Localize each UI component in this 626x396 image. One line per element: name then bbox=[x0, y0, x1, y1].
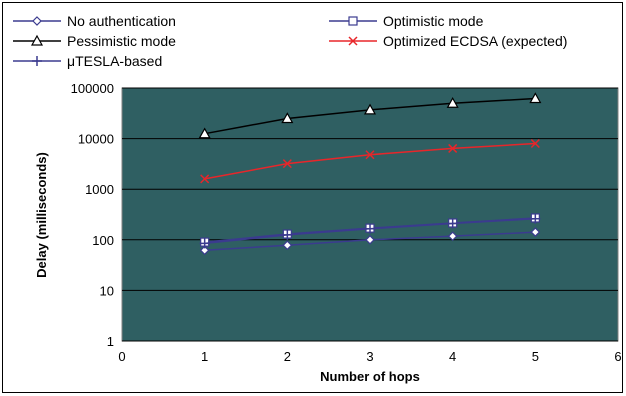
data-point bbox=[30, 34, 44, 46]
data-point bbox=[32, 56, 42, 66]
data-point bbox=[529, 92, 542, 104]
data-point bbox=[198, 127, 211, 139]
x-axis-title: Number of hops bbox=[320, 369, 420, 384]
x-tick-label: 0 bbox=[118, 349, 125, 364]
legend-label: Optimistic mode bbox=[383, 13, 484, 29]
data-point bbox=[348, 36, 358, 46]
data-point bbox=[530, 138, 540, 149]
legend: No authentication Optimistic mode Pessimis… bbox=[13, 13, 567, 69]
legend-item: Optimized ECDSA (expected) bbox=[329, 33, 567, 49]
y-tick-label: 100 bbox=[92, 233, 114, 248]
data-point bbox=[281, 112, 294, 124]
data-point bbox=[199, 245, 210, 256]
legend-item: μTESLA-based bbox=[13, 53, 162, 69]
x-tick-label: 2 bbox=[284, 349, 291, 364]
x-tick-label: 5 bbox=[532, 349, 539, 364]
data-point bbox=[530, 213, 541, 224]
data-point bbox=[200, 174, 210, 184]
data-point bbox=[447, 218, 458, 229]
y-tick-label: 100000 bbox=[71, 81, 114, 96]
x-tick-label: 4 bbox=[449, 349, 456, 364]
data-point bbox=[282, 240, 293, 251]
legend-item: No authentication bbox=[13, 13, 176, 29]
data-point bbox=[282, 229, 293, 240]
legend-label: μTESLA-based bbox=[67, 53, 162, 69]
series-2 bbox=[198, 92, 542, 139]
legend-label: No authentication bbox=[67, 13, 176, 29]
y-axis-title: Delay (milliseconds) bbox=[34, 152, 49, 278]
data-point bbox=[365, 234, 375, 245]
data-point bbox=[365, 150, 375, 160]
legend-item: Optimistic mode bbox=[329, 13, 484, 29]
data-point bbox=[282, 159, 292, 169]
data-point bbox=[448, 143, 458, 153]
chart-frame: No authentication Optimistic mode Pessimis… bbox=[2, 2, 623, 393]
y-tick-label: 10000 bbox=[78, 132, 114, 147]
plot-area bbox=[121, 87, 619, 342]
data-point bbox=[348, 16, 358, 26]
series-layer bbox=[198, 92, 542, 256]
x-tick-label: 1 bbox=[201, 349, 208, 364]
data-point bbox=[446, 96, 459, 108]
series-3 bbox=[200, 138, 540, 184]
y-tick-label: 10 bbox=[100, 283, 114, 298]
data-point bbox=[32, 16, 42, 26]
data-point bbox=[530, 227, 541, 237]
x-tick-label: 3 bbox=[366, 349, 373, 364]
data-point bbox=[199, 238, 210, 249]
y-tick-label: 1 bbox=[107, 334, 114, 349]
legend-item: Pessimistic mode bbox=[13, 33, 176, 49]
legend-label: Pessimistic mode bbox=[67, 33, 176, 49]
data-point bbox=[365, 223, 375, 234]
data-point bbox=[447, 231, 458, 242]
y-tick-label: 1000 bbox=[85, 182, 114, 197]
legend-label: Optimized ECDSA (expected) bbox=[383, 33, 567, 49]
series-4 bbox=[199, 213, 541, 249]
chart-svg: No authentication Optimistic mode Pessimis… bbox=[13, 13, 622, 384]
x-tick-label: 6 bbox=[614, 349, 621, 364]
data-point bbox=[363, 103, 377, 115]
series-0 bbox=[199, 227, 541, 256]
